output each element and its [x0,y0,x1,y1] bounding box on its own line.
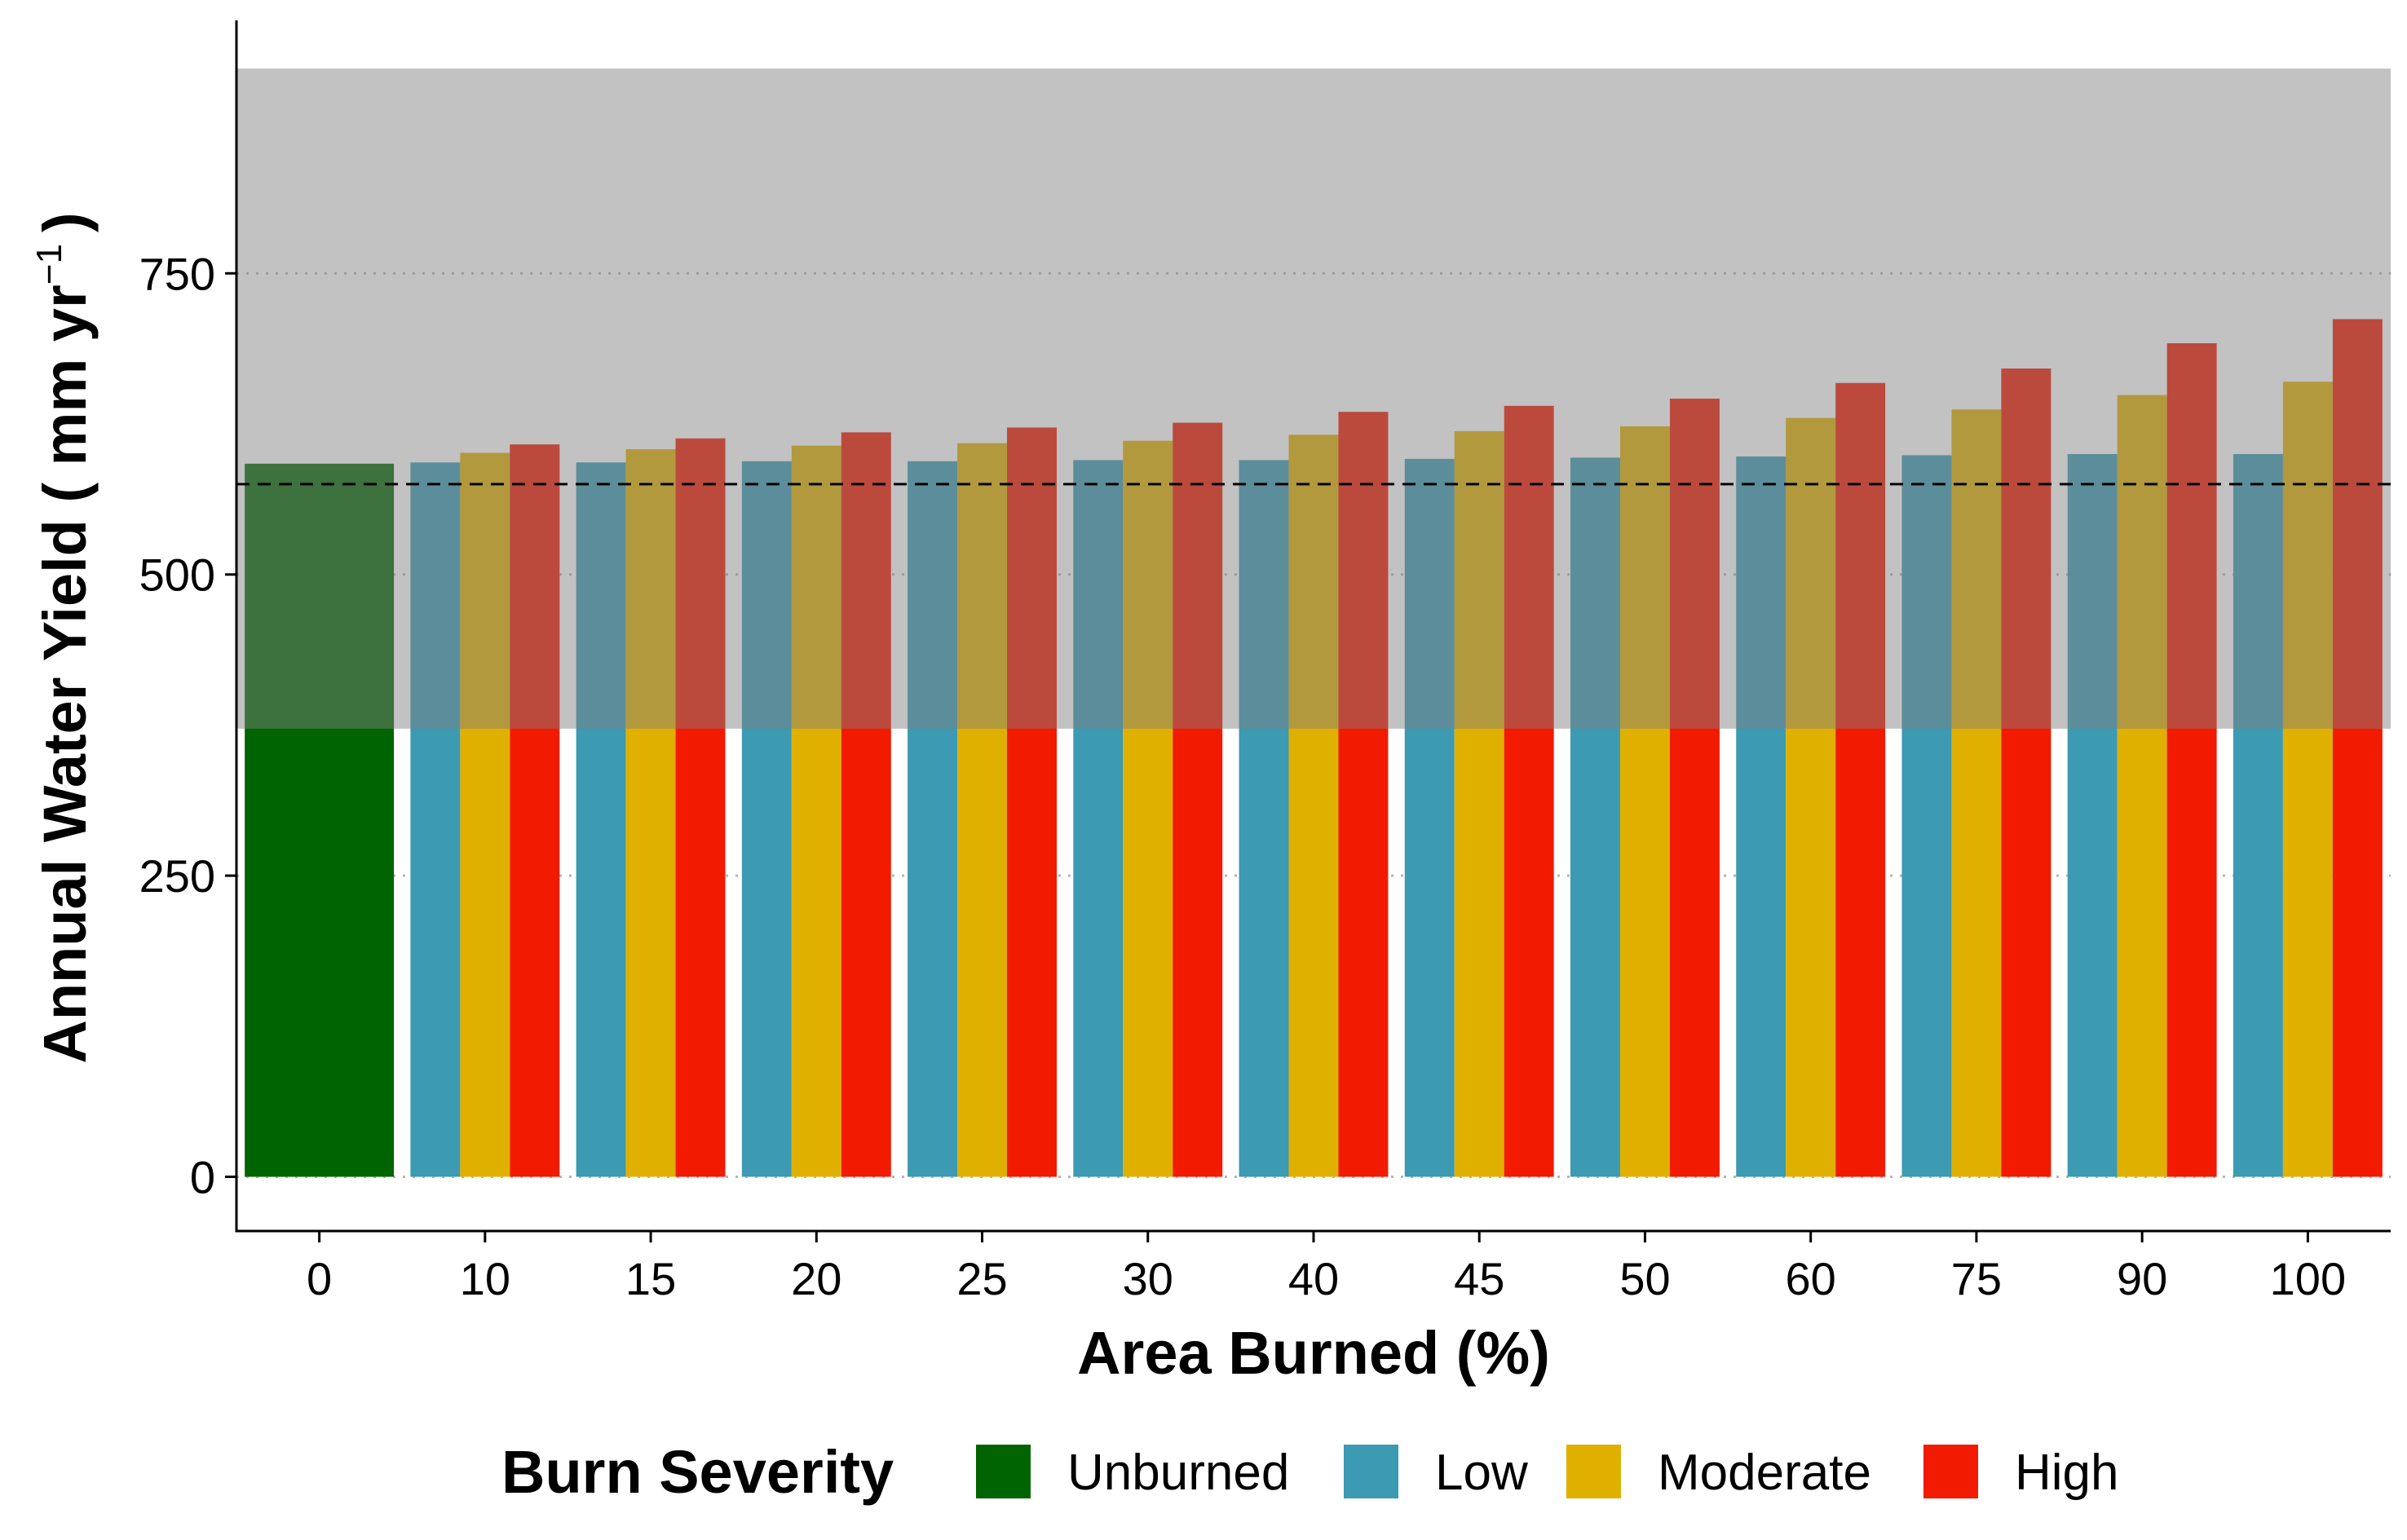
y-tick-label: 500 [139,549,215,601]
bar-high-30 [1173,422,1223,1177]
bar-low-75 [1901,455,1952,1177]
bar-moderate-10 [460,452,510,1177]
bar-moderate-100 [2282,382,2333,1177]
y-tick-label: 250 [139,850,215,902]
bar-moderate-50 [1619,426,1670,1177]
bar-high-90 [2166,343,2217,1177]
bar-high-10 [510,444,560,1177]
x-tick-label: 100 [2270,1253,2346,1304]
bar-low-40 [1239,460,1289,1177]
x-tick-label: 45 [1454,1253,1504,1304]
x-tick-label: 60 [1786,1253,1836,1304]
y-axis-title-group: Annual Water Yield ( mm yr−1) [29,212,99,1063]
bar-low-25 [908,461,958,1177]
bar-low-45 [1404,458,1455,1177]
y-axis-title-superscript: −1 [29,244,69,285]
bar-moderate-45 [1454,430,1504,1177]
legend: Burn Severity Unburned Low Moderate High [501,1438,2119,1506]
legend-label-moderate: Moderate [1658,1445,1871,1501]
bar-high-25 [1007,427,1057,1177]
bar-moderate-25 [957,443,1008,1177]
bar-unburned-0 [245,463,395,1177]
x-tick-label: 20 [791,1253,841,1304]
bar-low-100 [2233,453,2283,1177]
bar-moderate-40 [1288,435,1339,1177]
legend-label-high: High [2015,1445,2119,1501]
bar-moderate-20 [791,445,841,1177]
bar-high-75 [2001,368,2051,1177]
legend-title: Burn Severity [501,1438,894,1506]
legend-swatch-high [1923,1445,1978,1498]
x-tick-label: 0 [307,1253,332,1304]
bar-high-50 [1669,398,1720,1177]
y-axis-title: Annual Water Yield ( mm yr−1) [29,212,99,1063]
bar-low-50 [1570,457,1620,1177]
x-tick-label: 75 [1951,1253,2002,1304]
legend-swatch-moderate [1566,1445,1621,1498]
y-tick-label: 0 [190,1152,215,1203]
bar-low-15 [576,462,626,1177]
y-axis-title-close: ) [31,212,99,232]
legend-swatch-unburned [976,1445,1031,1498]
legend-label-low: Low [1435,1445,1528,1501]
bar-low-90 [2067,453,2118,1177]
x-tick-label: 50 [1619,1253,1670,1304]
bar-high-60 [1835,382,1886,1177]
bar-low-30 [1073,460,1124,1177]
bar-moderate-30 [1123,440,1173,1177]
bar-high-100 [2332,319,2383,1177]
bar-high-45 [1504,405,1554,1177]
legend-label-unburned: Unburned [1067,1445,1289,1501]
legend-swatch-low [1344,1445,1398,1498]
y-tick-label: 750 [139,248,215,299]
bar-moderate-15 [625,449,676,1177]
x-tick-label: 25 [956,1253,1007,1304]
bar-low-60 [1736,456,1786,1177]
bar-moderate-60 [1786,417,1836,1177]
range-band [236,68,2391,729]
x-tick-label: 90 [2117,1253,2167,1304]
bar-high-15 [675,438,726,1177]
bar-high-20 [841,432,891,1177]
bar-high-40 [1338,412,1389,1177]
x-tick-label: 30 [1123,1253,1173,1304]
y-axis-title-main: Annual Water Yield ( mm yr [31,285,99,1063]
bar-low-20 [741,461,792,1177]
bar-moderate-75 [1951,409,2002,1177]
bars [245,319,2383,1177]
x-axis-title: Area Burned (%) [1077,1319,1550,1387]
x-tick-label: 40 [1288,1253,1339,1304]
axis-ticks: 0 250 500 750 0 10 15 20 25 30 40 45 50 60 75 90 100 [139,248,2347,1304]
bar-low-10 [410,462,461,1177]
bar-moderate-90 [2117,395,2167,1177]
x-tick-label: 10 [460,1253,510,1304]
x-tick-label: 15 [625,1253,676,1304]
